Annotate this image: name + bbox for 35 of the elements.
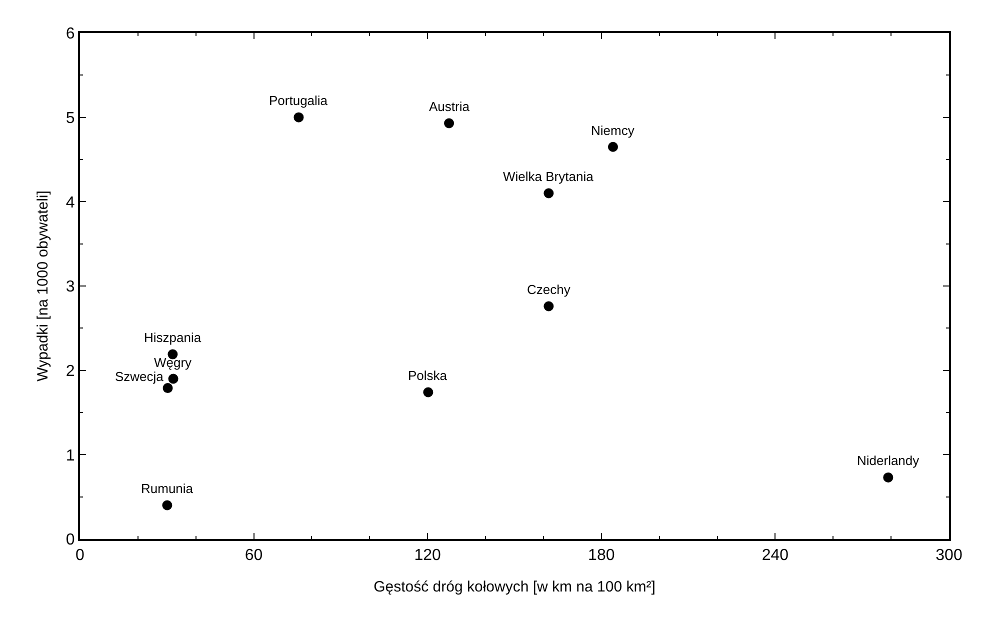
y-tick-label: 0 — [66, 532, 75, 549]
annotation: Hiszpania — [144, 330, 202, 345]
point — [544, 188, 554, 198]
annotation: Austria — [429, 99, 470, 114]
annotation: Niemcy — [591, 123, 635, 138]
point — [162, 500, 172, 510]
x-tick-label: 240 — [762, 547, 789, 564]
annotation: Portugalia — [269, 93, 328, 108]
annotation: Rumunia — [141, 481, 194, 496]
y-tick-label: 2 — [66, 362, 75, 380]
annotation: Szwecja — [115, 369, 164, 384]
point — [423, 387, 434, 398]
annotation: Niderlandy — [857, 453, 920, 468]
x-tick-label: 120 — [414, 547, 442, 564]
point — [168, 374, 178, 384]
point — [294, 112, 304, 122]
annotation: Węgry — [154, 355, 192, 370]
x-tick-label: 180 — [588, 547, 615, 564]
point — [544, 301, 554, 312]
annotation: Polska — [408, 368, 448, 383]
point — [444, 118, 454, 128]
x-tick-label: 60 — [244, 547, 263, 564]
x-tick-label: 300 — [936, 547, 962, 564]
y-tick-label: 1 — [66, 447, 75, 464]
annotation: Czechy — [527, 282, 571, 297]
point — [883, 472, 894, 482]
y-tick-label: 4 — [66, 194, 75, 212]
point — [162, 383, 173, 394]
y-tick-label: 5 — [66, 110, 75, 127]
y-tick-label: 3 — [66, 278, 75, 296]
point — [608, 142, 618, 152]
y-tick-label: 6 — [66, 26, 75, 43]
annotation: Wielka Brytania — [503, 169, 594, 184]
y-axis-title: Wypadki [na 1000 obywateli] — [34, 190, 52, 382]
x-axis-title: Gęstość dróg kołowych [w km na 100 km²] — [374, 578, 656, 596]
